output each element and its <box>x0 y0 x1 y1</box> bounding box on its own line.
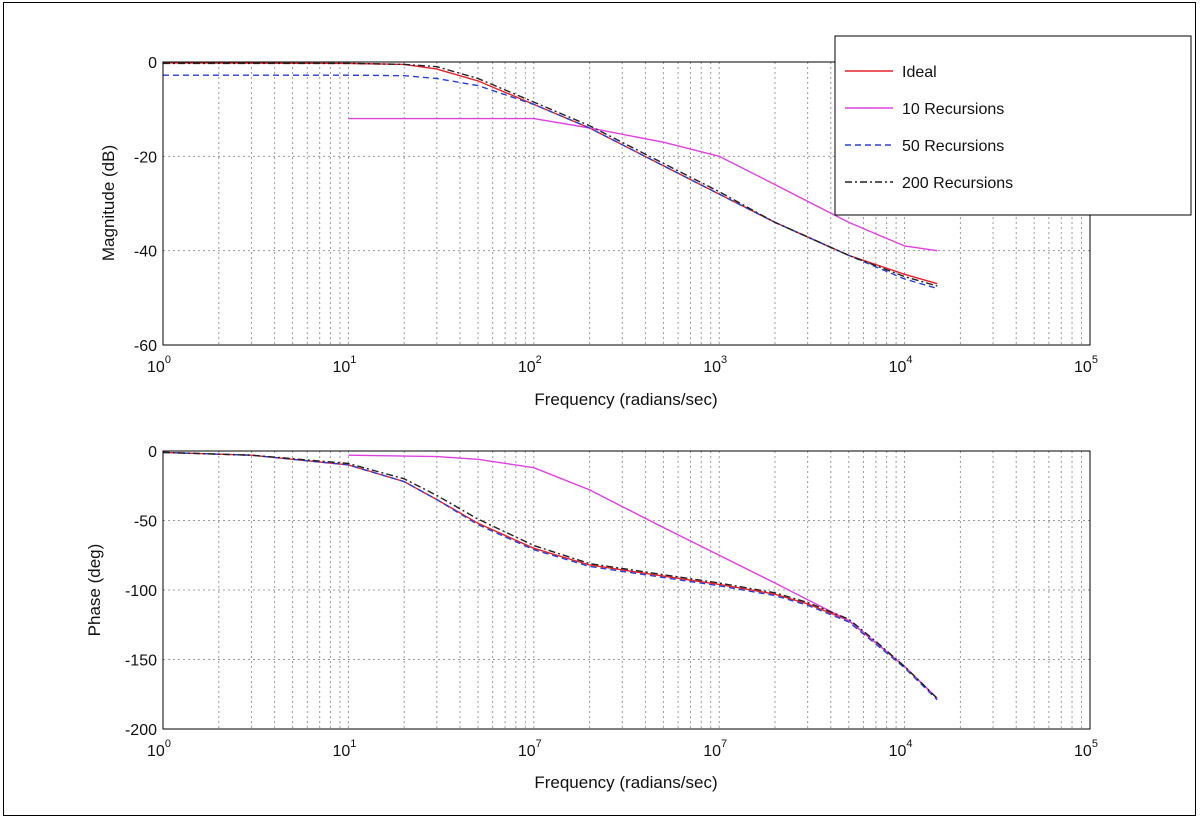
magnitude-series <box>162 62 938 290</box>
x-tick-label: 101 <box>332 354 356 376</box>
series-line-10-recursions <box>348 117 938 252</box>
x-tick-label: 100 <box>147 738 171 760</box>
y-tick-label: -60 <box>134 338 157 355</box>
y-tick-label: 0 <box>148 55 157 72</box>
series-line-10-recursions <box>348 454 938 699</box>
legend-label: 50 Recursions <box>902 138 1004 155</box>
x-tick-label: 104 <box>889 738 913 760</box>
legend-label: 10 Recursions <box>902 101 1004 118</box>
phase-plot-area <box>163 451 1090 729</box>
legend: Ideal 10 Recursions 50 Recursions 200 Recur… <box>834 35 1192 216</box>
x-tick-label: 102 <box>518 354 542 376</box>
y-tick-label: -100 <box>125 583 157 600</box>
y-tick-label: -50 <box>134 514 157 531</box>
y-tick-label: -150 <box>125 653 157 670</box>
figure-frame <box>3 2 1196 816</box>
x-tick-label: 104 <box>889 354 913 376</box>
y-tick-label: -40 <box>134 244 157 261</box>
x-tick-label: 100 <box>147 354 171 376</box>
series-line-200-recursions <box>163 62 938 287</box>
x-tick-label: 105 <box>1074 354 1098 376</box>
magnitude-x-axis-label: Frequency (radians/sec) <box>534 390 717 409</box>
phase-series <box>162 451 938 701</box>
phase-x-axis-label: Frequency (radians/sec) <box>534 773 717 792</box>
phase-grid <box>163 450 1090 730</box>
y-tick-label: -20 <box>134 149 157 166</box>
x-tick-label: 103 <box>703 354 727 376</box>
legend-label: 200 Recursions <box>902 175 1013 192</box>
y-tick-label: -200 <box>125 722 157 739</box>
series-line-200-recursions <box>162 451 938 699</box>
y-tick-label: 0 <box>148 444 157 461</box>
legend-label: Ideal <box>902 64 937 81</box>
legend-box <box>834 35 1192 216</box>
x-tick-label: 101 <box>332 738 356 760</box>
magnitude-y-axis-label: Magnitude (dB) <box>99 145 118 261</box>
x-tick-label: 107 <box>703 738 727 760</box>
x-tick-label: 105 <box>1074 738 1098 760</box>
phase-y-axis-label: Phase (deg) <box>85 544 104 637</box>
series-line-50-recursions <box>162 451 938 701</box>
x-tick-label: 107 <box>518 738 542 760</box>
phase-axes-box <box>162 450 1091 730</box>
series-line-50-recursions <box>163 74 938 290</box>
